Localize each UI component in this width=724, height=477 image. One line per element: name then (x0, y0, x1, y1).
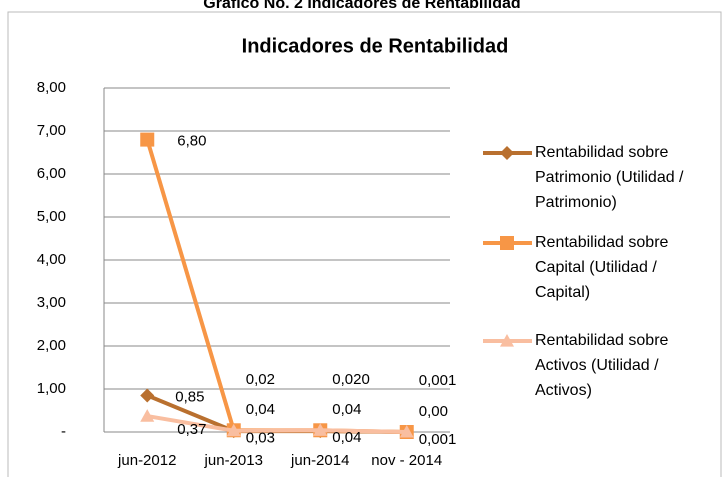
x-tick-label: jun-2012 (117, 452, 176, 469)
chart-title: Indicadores de Rentabilidad (242, 35, 509, 57)
data-label: 0,04 (246, 401, 275, 418)
legend-label: Rentabilidad sobre Activos (Utilidad / A… (535, 332, 669, 399)
marker (500, 236, 514, 250)
y-tick-label: 3,00 (37, 294, 66, 311)
y-tick-label: 5,00 (37, 208, 66, 225)
data-label: 6,80 (177, 133, 206, 150)
data-label: 0,001 (419, 372, 457, 389)
data-label: 0,85 (175, 388, 204, 405)
y-tick-label: 2,00 (37, 337, 66, 354)
y-tick-label: 4,00 (37, 251, 66, 268)
marker (500, 334, 514, 347)
marker (140, 388, 155, 403)
y-tick-label: - (61, 423, 66, 440)
legend-label: Rentabilidad sobre Patrimonio (Utilidad … (535, 144, 684, 211)
y-tick-label: 6,00 (37, 165, 66, 182)
data-label: 0,02 (246, 371, 275, 388)
data-label: 0,04 (332, 401, 361, 418)
marker (399, 424, 414, 438)
data-label: 0,001 (419, 431, 457, 448)
caption: Gráfico No. 2 Indicadores de Rentabilida… (203, 0, 520, 12)
x-tick-label: nov - 2014 (371, 452, 442, 469)
data-label: 0,00 (419, 403, 448, 420)
marker (140, 132, 155, 147)
marker (140, 409, 155, 422)
marker (500, 146, 514, 160)
legend-label: Rentabilidad sobre Capital (Utilidad / C… (535, 234, 669, 301)
y-tick-label: 8,00 (37, 79, 66, 96)
series-line (146, 414, 407, 434)
y-tick-label: 1,00 (37, 380, 66, 397)
y-tick-label: 7,00 (37, 122, 66, 139)
marker (313, 423, 328, 436)
x-tick-label: jun-2014 (290, 452, 349, 469)
data-label: 0,03 (246, 430, 275, 447)
data-label: 0,04 (332, 429, 361, 446)
marker (226, 423, 241, 437)
data-label: 0,37 (177, 421, 206, 438)
chart-frame (7, 11, 722, 477)
data-label: 0,020 (332, 371, 370, 388)
x-tick-label: jun-2013 (204, 452, 263, 469)
